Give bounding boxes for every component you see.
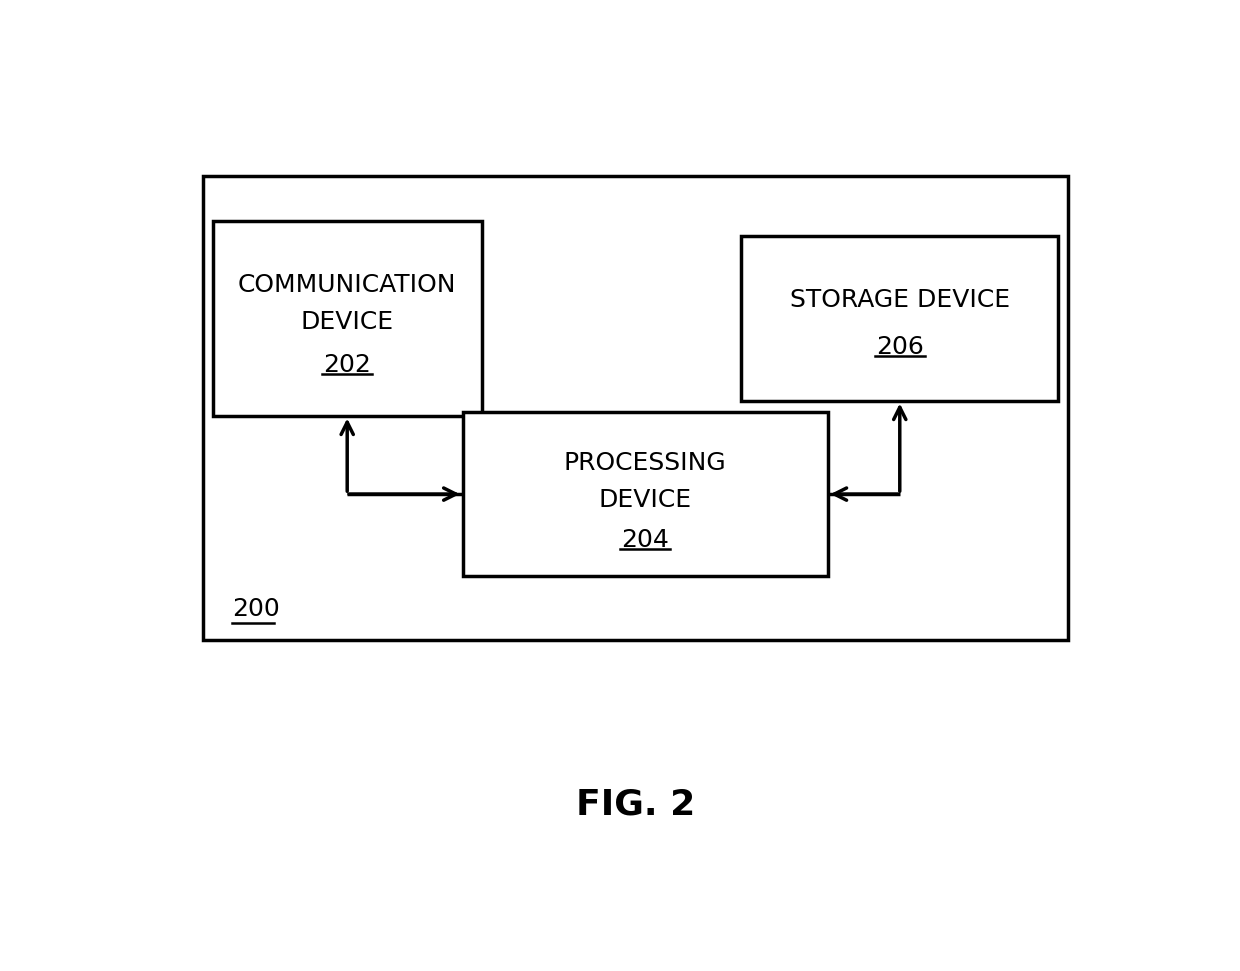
- Text: 204: 204: [621, 528, 670, 552]
- Text: STORAGE DEVICE: STORAGE DEVICE: [790, 287, 1009, 312]
- Bar: [203, 177, 1068, 640]
- Text: DEVICE: DEVICE: [599, 488, 692, 512]
- Text: 206: 206: [875, 335, 924, 359]
- Text: COMMUNICATION: COMMUNICATION: [238, 273, 456, 297]
- Text: 200: 200: [232, 597, 280, 621]
- Text: DEVICE: DEVICE: [300, 310, 394, 334]
- Bar: [213, 221, 481, 416]
- Text: FIG. 2: FIG. 2: [575, 787, 696, 821]
- Text: 202: 202: [324, 352, 371, 377]
- Bar: [742, 236, 1058, 401]
- Text: PROCESSING: PROCESSING: [564, 451, 727, 475]
- Bar: [463, 412, 828, 577]
